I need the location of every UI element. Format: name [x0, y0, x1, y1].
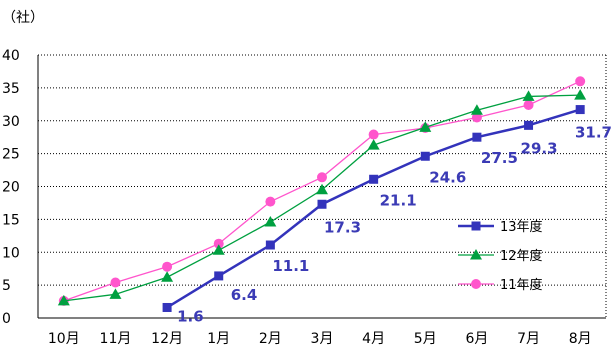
legend-item: 11年度	[458, 277, 543, 293]
y-tick-label: 25	[2, 147, 20, 163]
legend-marker	[470, 249, 482, 260]
x-tick-label: 10月	[48, 331, 80, 347]
data-point	[419, 121, 432, 132]
data-label: 11.1	[272, 257, 309, 275]
series-13年度	[162, 105, 585, 312]
data-label: 1.6	[177, 307, 204, 325]
legend-item: 13年度	[458, 219, 543, 235]
y-tick-label: 5	[2, 278, 11, 294]
y-tick-labels: 0 5 10 15 20 25 30 35 40	[2, 48, 20, 327]
x-tick-label: 7月	[517, 331, 540, 347]
data-point	[472, 132, 482, 142]
data-point	[265, 196, 276, 207]
data-point	[110, 277, 121, 288]
data-label: 17.3	[324, 218, 361, 236]
series-12年度	[57, 89, 587, 306]
legend-label: 11年度	[500, 277, 543, 293]
data-point	[214, 271, 224, 281]
data-point	[109, 288, 122, 299]
series-line	[63, 94, 581, 302]
data-label: 27.5	[481, 149, 518, 167]
data-point	[317, 172, 327, 183]
data-point	[524, 120, 534, 130]
axes	[37, 55, 607, 319]
data-point	[317, 199, 327, 209]
data-point	[161, 271, 174, 282]
x-tick-label: 8月	[569, 331, 592, 347]
data-point	[369, 174, 379, 184]
y-tick-label: 0	[2, 311, 11, 327]
data-point	[213, 238, 224, 249]
y-tick-label: 30	[2, 114, 20, 130]
legend-marker	[471, 221, 481, 231]
data-labels: 1.6 6.4 11.1 17.3 21.1 24.6 27.529.3 31.7	[177, 124, 612, 326]
x-tick-label: 2月	[259, 331, 282, 347]
data-point	[264, 216, 277, 227]
data-point	[575, 105, 585, 115]
series-group	[57, 76, 587, 312]
data-point	[368, 129, 379, 140]
legend-item: 12年度	[458, 248, 543, 264]
data-point	[471, 112, 482, 123]
data-point	[367, 139, 380, 150]
data-point	[265, 240, 275, 250]
legend-marker	[471, 279, 481, 289]
x-tick-label: 5月	[414, 331, 437, 347]
data-point	[523, 99, 534, 110]
y-tick-label: 10	[2, 245, 20, 261]
y-tick-label: 35	[2, 81, 20, 97]
legend: 13年度 12年度 11年度	[458, 219, 543, 293]
legend-label: 13年度	[500, 219, 543, 235]
x-tick-label: 6月	[465, 331, 488, 347]
x-tick-labels: 10月 11月 12月 1月 2月 3月 4月 5月 6月 7月 8月	[48, 331, 592, 347]
data-label: 21.1	[380, 191, 417, 209]
data-point	[162, 261, 173, 272]
data-point	[212, 244, 225, 255]
legend-label: 12年度	[500, 248, 543, 264]
x-tick-label: 12月	[151, 331, 183, 347]
data-point	[575, 76, 586, 87]
data-label: 29.3	[521, 139, 558, 157]
data-point	[162, 302, 172, 312]
data-label: 31.7	[575, 124, 612, 142]
x-tick-label: 1月	[207, 331, 230, 347]
series-11年度	[58, 76, 586, 306]
data-point	[420, 151, 430, 161]
x-tick-label: 11月	[100, 331, 132, 347]
data-point	[522, 90, 535, 101]
data-point	[316, 183, 328, 195]
data-point	[57, 294, 70, 306]
x-tick-label: 3月	[311, 331, 334, 347]
y-unit-label: （社）	[2, 10, 44, 26]
y-tick-label: 15	[2, 212, 20, 228]
data-point	[574, 89, 587, 100]
data-point	[470, 104, 483, 115]
x-tick-label: 4月	[362, 331, 385, 347]
y-tick-label: 40	[2, 48, 20, 64]
data-label: 24.6	[429, 168, 466, 186]
data-label: 6.4	[231, 286, 258, 304]
y-tick-label: 20	[2, 180, 20, 196]
